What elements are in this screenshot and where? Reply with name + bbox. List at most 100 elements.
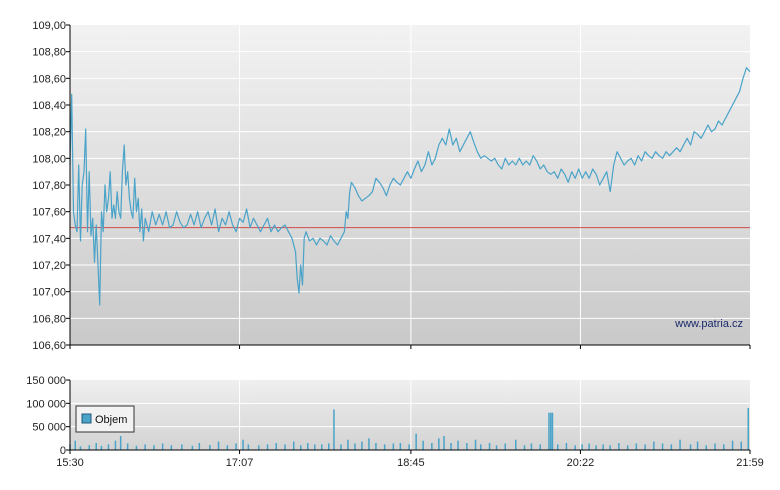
volume-bar: [653, 441, 655, 450]
price-y-tick-label: 108,20: [32, 127, 66, 139]
volume-bar: [495, 445, 498, 450]
x-tick-label: 17:07: [226, 457, 254, 469]
price-y-tick-label: 107,20: [32, 260, 66, 272]
volume-bar: [95, 443, 97, 450]
volume-bar: [79, 446, 82, 450]
volume-y-tick-label: 50 000: [32, 422, 66, 434]
volume-bar: [328, 443, 330, 450]
volume-bar: [696, 441, 699, 450]
volume-bar: [399, 443, 402, 450]
volume-bar: [661, 443, 664, 450]
volume-bar: [431, 443, 433, 450]
volume-bar: [747, 408, 749, 450]
x-tick-label: 20:22: [567, 457, 595, 469]
volume-bar: [602, 444, 604, 450]
volume-bar: [466, 443, 468, 450]
volume-chart-panel: 150 000 100 000 50 000 0 15:30 17:07 18:45 20:…: [26, 375, 764, 469]
volume-bar: [450, 443, 452, 450]
volume-bar: [474, 439, 477, 450]
volume-bar: [565, 443, 568, 450]
volume-bar: [443, 436, 445, 450]
volume-bar: [595, 445, 597, 450]
volume-bar: [550, 412, 552, 450]
volume-bar: [670, 444, 673, 450]
volume-bar: [588, 443, 590, 450]
volume-bar: [714, 443, 716, 450]
price-y-tick-label: 108,00: [32, 153, 66, 165]
price-y-tick-label: 108,40: [32, 100, 66, 112]
volume-bar: [618, 443, 620, 450]
volume-bar: [300, 445, 302, 450]
volume-legend: Objem: [75, 405, 135, 433]
volume-bar: [293, 441, 295, 450]
volume-bar: [480, 444, 482, 450]
volume-bar: [88, 445, 90, 450]
volume-bar: [626, 445, 629, 450]
volume-bar: [515, 439, 517, 450]
volume-bar: [574, 445, 576, 450]
volume-bar: [457, 440, 459, 450]
volume-bar: [679, 439, 681, 450]
volume-y-tick-label: 100 000: [26, 398, 66, 410]
volume-bar: [100, 445, 103, 450]
price-series-group: [69, 67, 751, 306]
volume-bar: [340, 444, 342, 450]
volume-bar: [314, 444, 316, 450]
volume-bar: [581, 444, 583, 450]
volume-bar: [635, 443, 638, 450]
price-y-tick-labels: 109,00 108,80 108,60 108,40 108,20 108,00 107,…: [32, 20, 70, 352]
price-y-tick-label: 108,80: [32, 47, 66, 59]
volume-y-tick-labels: 150 000 100 000 50 000 0: [26, 375, 70, 457]
volume-bar: [181, 444, 183, 450]
legend-swatch: [81, 413, 92, 424]
x-tick-label: 18:45: [397, 457, 425, 469]
volume-bar: [422, 440, 424, 450]
volume-bar: [415, 433, 417, 450]
volume-bar: [644, 444, 646, 450]
price-y-tick-label: 107,60: [32, 207, 66, 219]
price-series-line: [69, 67, 751, 306]
volume-bar: [284, 444, 286, 450]
volume-x-tick-labels: 15:30 17:07 18:45 20:22 21:59: [56, 450, 764, 469]
price-y-tick-label: 107,80: [32, 180, 66, 192]
volume-bar: [114, 440, 117, 450]
price-y-tick-label: 106,80: [32, 313, 66, 325]
volume-bar: [392, 443, 395, 450]
price-gridlines: [70, 25, 750, 345]
volume-bar: [530, 443, 533, 450]
volume-bar: [609, 445, 611, 450]
legend-label: Objem: [95, 414, 127, 426]
volume-bar: [307, 443, 309, 450]
volume-bar: [209, 444, 211, 450]
x-tick-label: 21:59: [736, 457, 764, 469]
volume-bar: [557, 444, 559, 450]
volume-bar: [242, 439, 244, 450]
volume-bar: [321, 444, 323, 450]
volume-bar: [361, 441, 363, 450]
volume-gridlines: [70, 380, 750, 450]
volume-bar: [375, 443, 377, 450]
volume-bar: [74, 440, 76, 450]
volume-bar: [689, 444, 692, 450]
volume-bar: [217, 441, 220, 450]
volume-bar: [539, 444, 541, 450]
volume-bar: [723, 444, 725, 450]
volume-bar: [161, 443, 164, 450]
volume-bar: [119, 436, 122, 450]
volume-bar: [347, 439, 349, 450]
volume-plot-background: [70, 380, 750, 450]
volume-bar: [226, 445, 229, 450]
volume-bar: [247, 444, 250, 450]
volume-bar: [408, 444, 410, 450]
volume-bar: [740, 441, 742, 450]
volume-bars-group: [69, 408, 749, 450]
volume-bar: [548, 412, 550, 450]
volume-bar: [354, 443, 356, 450]
volume-bar: [126, 443, 129, 450]
volume-bar: [135, 445, 138, 450]
x-tick-label: 15:30: [56, 457, 84, 469]
volume-bar: [488, 443, 491, 450]
volume-y-tick-label: 0: [60, 445, 66, 457]
price-y-tick-label: 106,60: [32, 340, 66, 352]
